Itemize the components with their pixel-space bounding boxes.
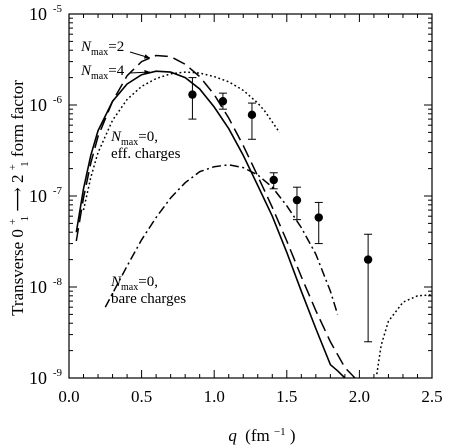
- annotation-sub: max: [91, 71, 108, 82]
- annotation-sub: max: [91, 47, 108, 58]
- data-point: [363, 255, 373, 264]
- data-point: [269, 175, 278, 185]
- axis-ticks: [68, 13, 433, 379]
- annotation-rest: =4: [108, 63, 124, 79]
- x-axis-label: q (fm −1 ): [228, 420, 295, 445]
- series-nmax2: [75, 54, 356, 379]
- data-point: [247, 110, 257, 120]
- annotation-sub: max: [121, 282, 138, 293]
- y-tick-exponent: -7: [53, 185, 63, 197]
- annotation-nmax0_eff: Nmax=0,: [110, 129, 158, 148]
- y-tick-label: 10: [29, 4, 47, 24]
- annotation-n: N: [80, 63, 92, 79]
- x-tick-labels: 0.0 0.5 1.0 1.5 2.0 2.5: [58, 387, 442, 406]
- y-tick-label: 10: [29, 95, 47, 115]
- series-nmax0_eff_tail: [376, 294, 433, 375]
- series-nmax4: [75, 70, 346, 379]
- annotation-rest: =0,: [138, 274, 158, 290]
- x-tick-label: 0.0: [58, 387, 79, 406]
- experimental-points: [188, 77, 373, 343]
- annotation-nmax4: Nmax=4: [80, 63, 125, 82]
- y-tick-label: 10: [29, 277, 47, 297]
- data-point: [292, 195, 302, 205]
- y-tick-labels: 10 -9 10 -8 10 -7 10 -6 10 -5: [29, 3, 62, 388]
- x-axis-unit-close: ): [290, 426, 296, 445]
- series-nmax0_eff: [82, 71, 281, 211]
- annotation-n: N: [110, 274, 122, 290]
- data-point: [314, 213, 323, 222]
- annotation-nmax0_bare-line2: bare charges: [111, 291, 186, 307]
- annotation-arrowhead-nmax4: [144, 69, 150, 75]
- annotation-rest: =0,: [138, 129, 158, 145]
- y-tick-exponent: -6: [53, 94, 63, 106]
- annotation-rest: =2: [108, 39, 124, 55]
- data-point: [218, 97, 228, 106]
- series-nmax0_bare: [104, 164, 339, 315]
- y-tick-label: 10: [29, 186, 47, 206]
- x-axis-var: q: [228, 426, 237, 445]
- y-label-suffix: form factor: [8, 80, 27, 157]
- annotation-nmax0_bare: Nmax=0,: [110, 274, 158, 293]
- x-tick-label: 1.5: [276, 387, 297, 406]
- annotation-nmax2: Nmax=2: [80, 39, 124, 58]
- x-tick-label: 2.0: [349, 387, 370, 406]
- annotation-sub: max: [121, 137, 138, 148]
- y-tick-exponent: -5: [53, 3, 63, 15]
- y-label-arrow: ⟶ 2: [8, 175, 27, 212]
- annotation-nmax0_eff-line2: eff. charges: [111, 146, 181, 162]
- y-label-sub1: 1: [19, 216, 31, 222]
- annotation-arrowhead-nmax2: [144, 54, 150, 59]
- y-tick-exponent: -9: [53, 367, 63, 379]
- x-tick-label: 1.0: [204, 387, 225, 406]
- x-axis-unit-exp: −1: [274, 426, 286, 438]
- y-tick-label: 10: [29, 368, 47, 388]
- y-label-sub2: 1: [19, 161, 31, 167]
- y-axis-label: Transverse 0 + 1 ⟶ 2 + 1 form factor: [1, 80, 32, 316]
- series-lines: [75, 54, 433, 379]
- y-label-sup2: +: [7, 164, 19, 170]
- x-tick-label: 0.5: [131, 387, 152, 406]
- annotation-n: N: [80, 39, 92, 55]
- annotation-n: N: [110, 129, 122, 145]
- y-label-sup1: +: [7, 219, 19, 225]
- x-tick-label: 2.5: [421, 387, 442, 406]
- data-point: [188, 90, 197, 99]
- y-tick-exponent: -8: [53, 276, 63, 288]
- y-label-prefix: Transverse 0: [8, 229, 27, 316]
- x-axis-unit: (fm: [245, 426, 270, 445]
